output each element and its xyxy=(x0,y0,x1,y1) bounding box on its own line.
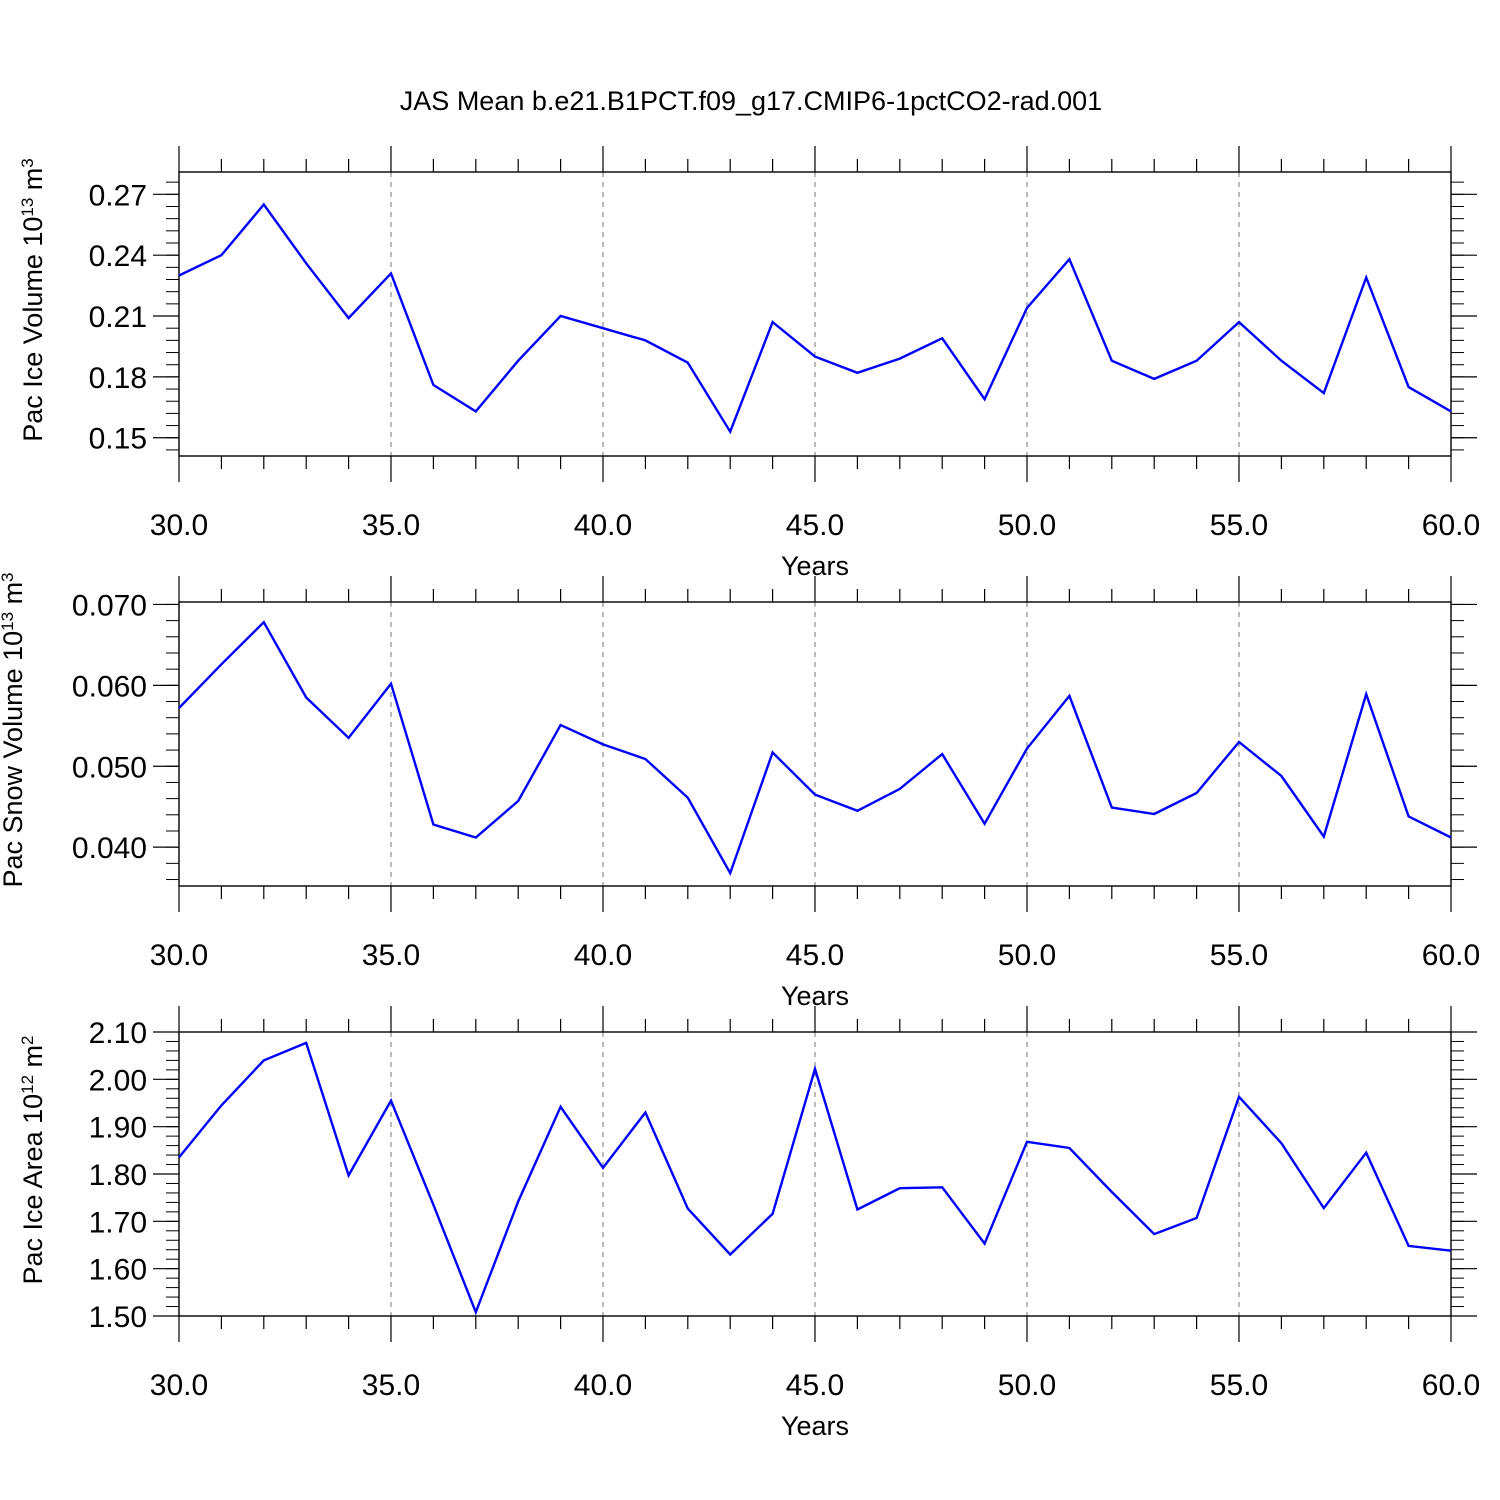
x-tick-label: 60.0 xyxy=(1422,509,1480,542)
x-tick-label: 50.0 xyxy=(998,509,1056,542)
y-tick-label: 0.27 xyxy=(89,179,147,212)
data-series-line xyxy=(178,1041,1452,1316)
x-tick-label: 45.0 xyxy=(786,509,844,542)
x-tick-label: 30.0 xyxy=(150,939,208,972)
x-tick-label: 50.0 xyxy=(998,1369,1056,1402)
panel-3: 30.0 35.0 40.0 45.0 50.0 55.0 60.0 1.50 1.60 1.70… xyxy=(18,1006,1480,1441)
x-tick-label: 55.0 xyxy=(1210,939,1268,972)
y-tick-label: 1.50 xyxy=(89,1301,147,1334)
x-tick-label: 60.0 xyxy=(1422,1369,1480,1402)
y-tick-label: 0.040 xyxy=(72,832,147,865)
x-tick-label: 40.0 xyxy=(574,509,632,542)
y-tick-label: 0.070 xyxy=(72,589,147,622)
x-tick-label: 35.0 xyxy=(362,509,420,542)
y-tick-label: 1.80 xyxy=(89,1159,147,1192)
data-series-line xyxy=(178,202,1452,435)
x-tick-label: 40.0 xyxy=(574,939,632,972)
y-tick-label: 2.00 xyxy=(89,1064,147,1097)
y-tick-label: 0.18 xyxy=(89,362,147,395)
x-tick-label: 30.0 xyxy=(150,509,208,542)
figure-title: JAS Mean b.e21.B1PCT.f09_g17.CMIP6-1pctC… xyxy=(400,86,1102,116)
x-axis-label: Years xyxy=(781,1411,849,1441)
panel-1: 30.0 35.0 40.0 45.0 50.0 55.0 60.0 0.15 0.18 0.21… xyxy=(18,146,1480,581)
x-tick-label: 30.0 xyxy=(150,1369,208,1402)
y-tick-label: 2.10 xyxy=(89,1017,147,1050)
y-tick-label: 0.15 xyxy=(89,423,147,456)
y-tick-label: 1.90 xyxy=(89,1112,147,1145)
y-tick-label: 0.050 xyxy=(72,751,147,784)
x-tick-label: 35.0 xyxy=(362,1369,420,1402)
x-tick-label: 45.0 xyxy=(786,939,844,972)
panel-2: 30.0 35.0 40.0 45.0 50.0 55.0 60.0 0.040 0.050 0.… xyxy=(0,572,1480,1011)
y-axis-label: Pac Ice Volume 1013 m3 xyxy=(18,158,49,442)
x-tick-label: 55.0 xyxy=(1210,1369,1268,1402)
y-tick-label: 1.70 xyxy=(89,1206,147,1239)
x-tick-label: 50.0 xyxy=(998,939,1056,972)
y-tick-label: 0.24 xyxy=(89,240,147,273)
x-tick-label: 55.0 xyxy=(1210,509,1268,542)
x-tick-label: 35.0 xyxy=(362,939,420,972)
y-tick-label: 0.060 xyxy=(72,670,147,703)
x-tick-label: 40.0 xyxy=(574,1369,632,1402)
y-tick-label: 0.21 xyxy=(89,301,147,334)
x-tick-label: 60.0 xyxy=(1422,939,1480,972)
x-tick-label: 45.0 xyxy=(786,1369,844,1402)
y-axis-label: Pac Ice Area 1012 m2 xyxy=(18,1035,49,1284)
data-series-line xyxy=(178,620,1452,876)
y-tick-label: 1.60 xyxy=(89,1254,147,1287)
panels: 30.0 35.0 40.0 45.0 50.0 55.0 60.0 0.15 0.18 0.21… xyxy=(0,146,1480,1441)
y-axis-label: Pac Snow Volume 1013 m3 xyxy=(0,572,28,887)
